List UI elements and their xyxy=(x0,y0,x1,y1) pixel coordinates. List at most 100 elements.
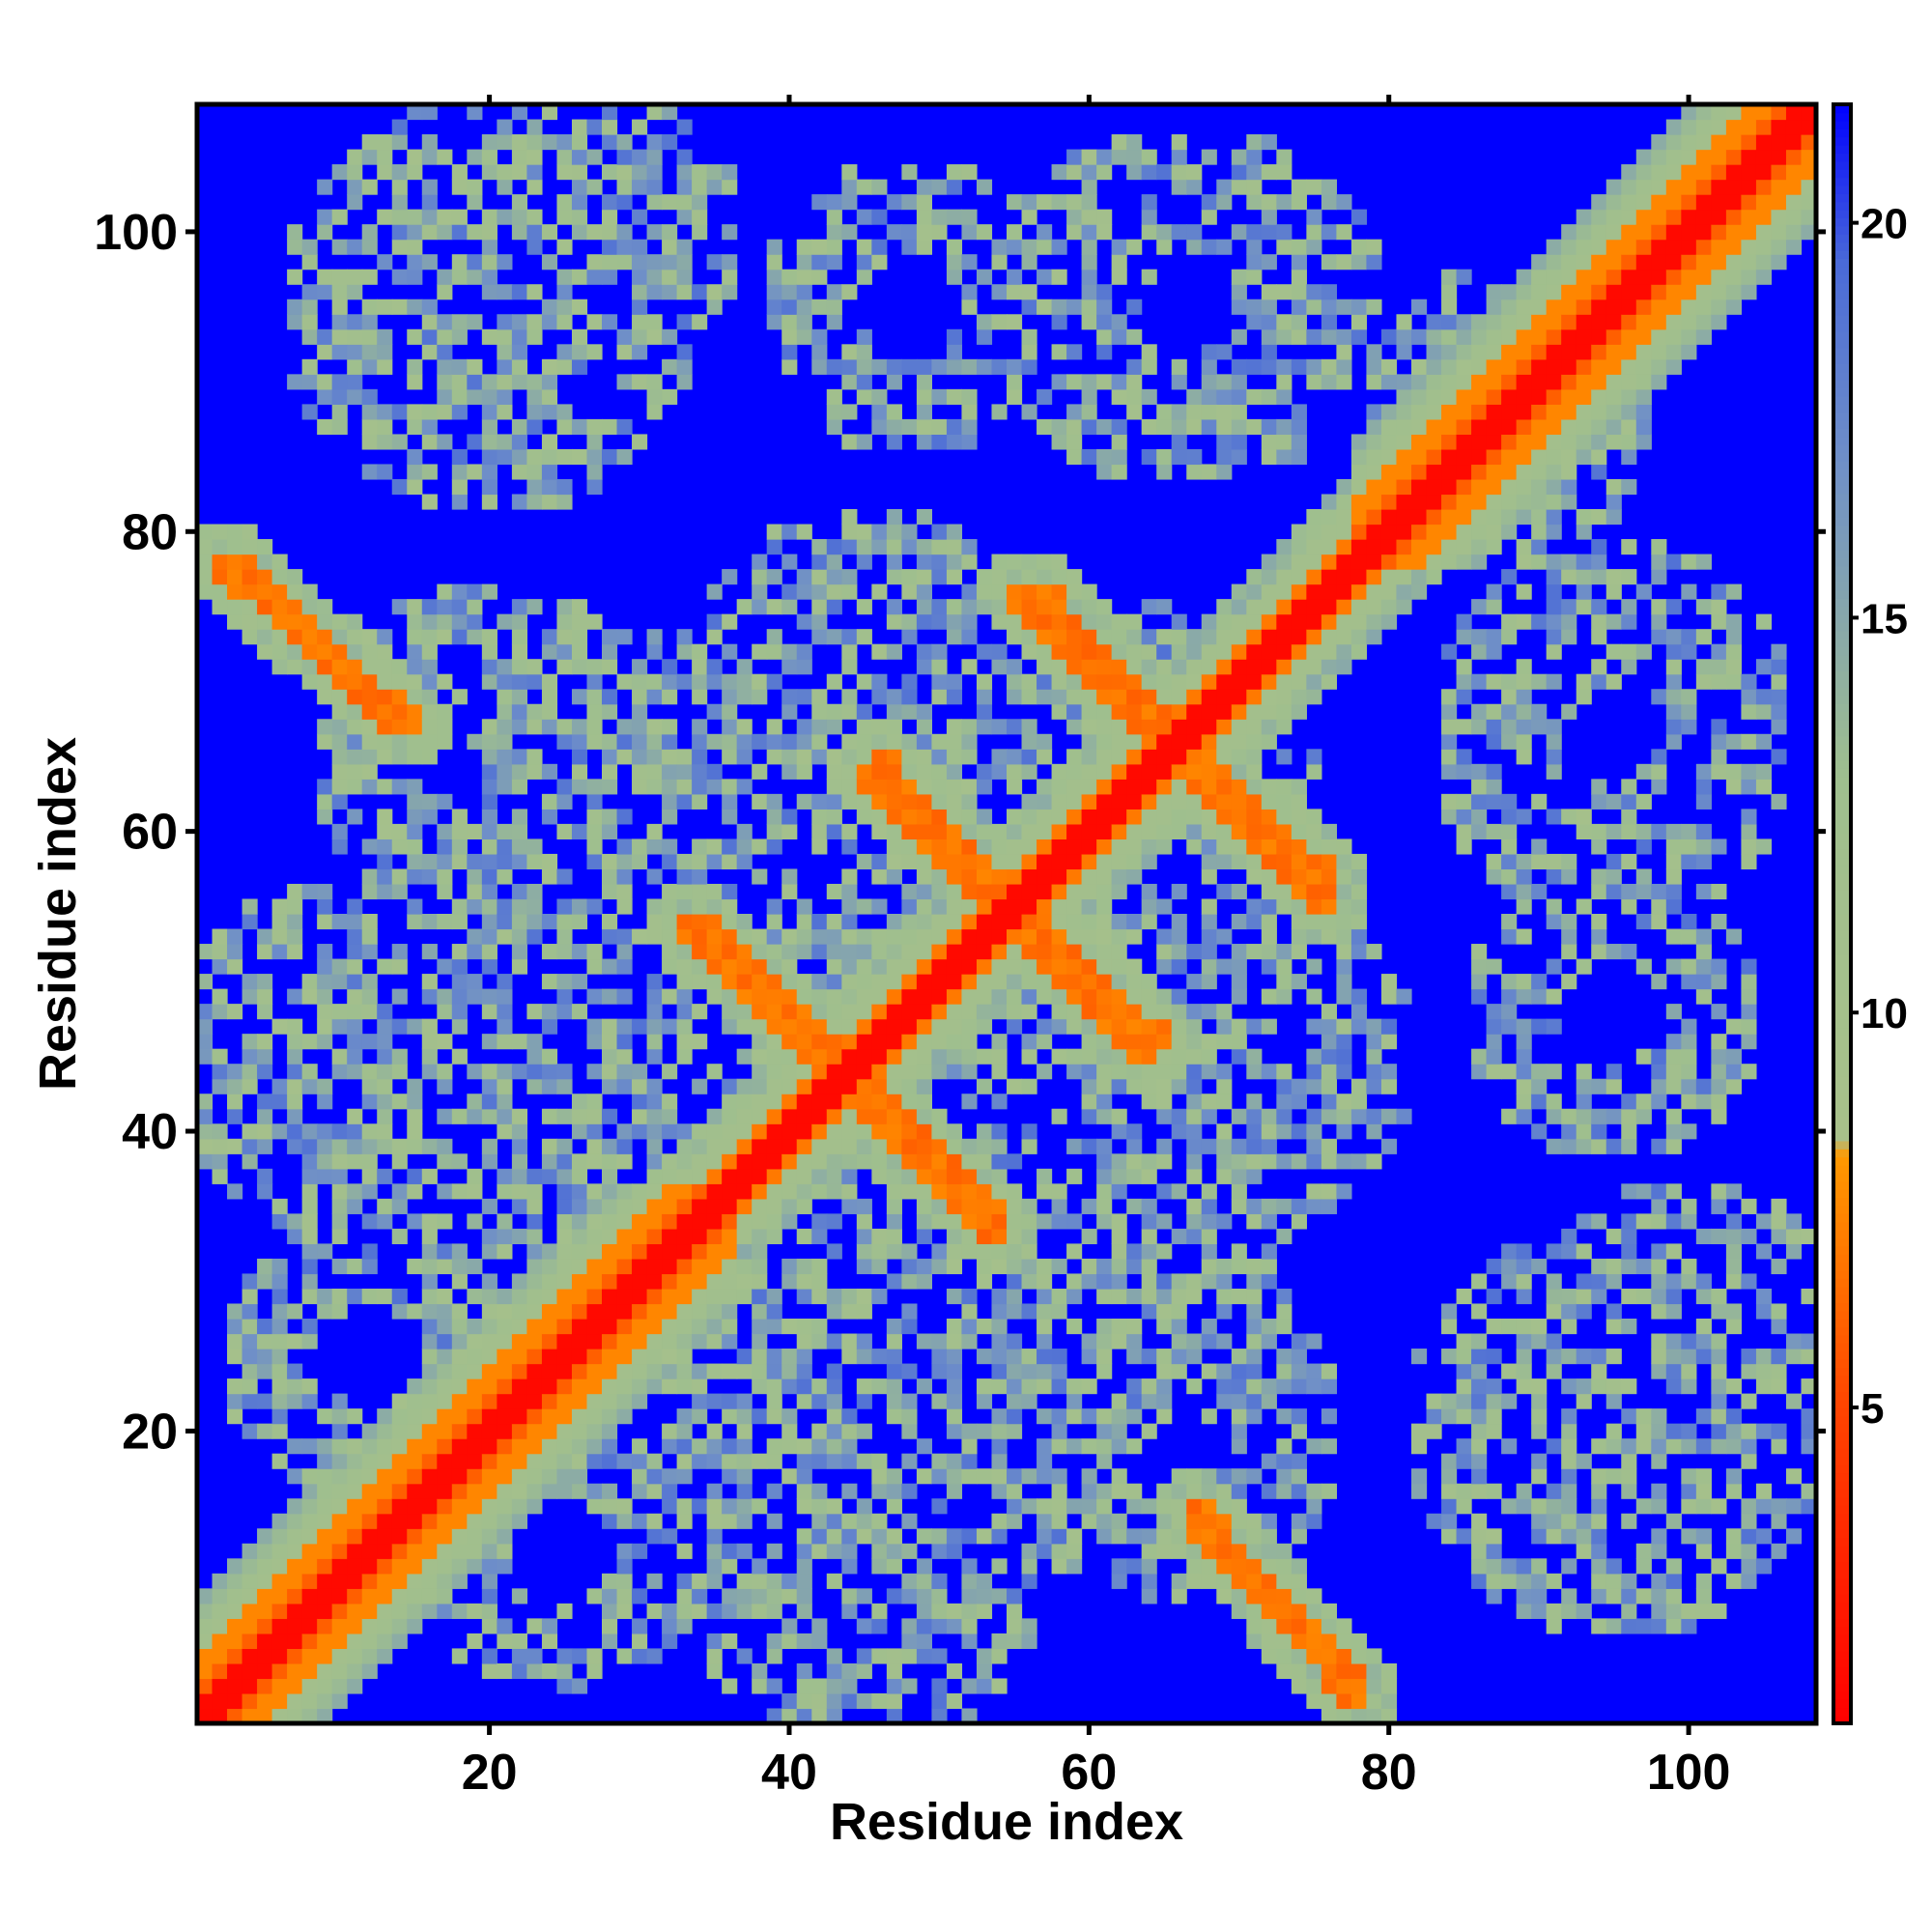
heatmap-cell xyxy=(811,1168,828,1184)
heatmap-cell xyxy=(1411,478,1428,496)
heatmap-cell xyxy=(931,1258,948,1275)
heatmap-cell xyxy=(407,448,423,466)
heatmap-cell xyxy=(616,344,633,360)
heatmap-cell xyxy=(1276,239,1293,255)
heatmap-cell xyxy=(1486,1319,1502,1335)
heatmap-cell xyxy=(242,1273,258,1290)
heatmap-cell xyxy=(541,494,558,510)
heatmap-cell xyxy=(1216,1558,1233,1575)
heatmap-cell xyxy=(391,1573,408,1589)
heatmap-cell xyxy=(1231,779,1247,795)
heatmap-cell xyxy=(931,388,948,405)
heatmap-cell xyxy=(616,1273,633,1290)
heatmap-cell xyxy=(287,1528,303,1545)
heatmap-cell xyxy=(317,898,333,915)
heatmap-cell xyxy=(736,1573,753,1589)
heatmap-cell xyxy=(1350,1708,1368,1724)
heatmap-cell xyxy=(1306,914,1322,930)
heatmap-cell xyxy=(781,1048,798,1065)
heatmap-cell xyxy=(437,1543,453,1559)
heatmap-cell xyxy=(421,868,438,885)
heatmap-cell xyxy=(871,1123,888,1140)
heatmap-cell xyxy=(1156,1393,1173,1409)
heatmap-cell xyxy=(901,898,918,915)
heatmap-cell xyxy=(841,1108,858,1124)
heatmap-cell xyxy=(886,868,902,885)
heatmap-cell xyxy=(1246,298,1263,315)
heatmap-cell xyxy=(511,1588,528,1605)
heatmap-cell xyxy=(916,569,933,585)
heatmap-cell xyxy=(1456,749,1472,765)
heatmap-cell xyxy=(1321,823,1338,840)
heatmap-cell xyxy=(856,779,872,795)
heatmap-cell xyxy=(602,988,618,1005)
heatmap-cell xyxy=(646,404,663,420)
heatmap-cell xyxy=(271,1692,288,1710)
heatmap-cell xyxy=(481,1483,497,1499)
heatmap-cell xyxy=(212,1168,228,1184)
heatmap-cell xyxy=(467,254,483,270)
heatmap-cell xyxy=(1171,958,1187,975)
heatmap-cell xyxy=(871,1468,888,1485)
heatmap-cell xyxy=(916,1123,933,1140)
heatmap-cell xyxy=(437,853,453,870)
heatmap-cell xyxy=(1171,1303,1187,1320)
heatmap-cell xyxy=(511,209,528,225)
heatmap-cell xyxy=(1261,314,1277,330)
heatmap-cell xyxy=(407,1543,423,1559)
heatmap-cell xyxy=(391,1064,408,1080)
heatmap-cell xyxy=(976,1018,993,1035)
heatmap-cell xyxy=(317,1648,333,1664)
heatmap-cell xyxy=(227,1183,243,1200)
heatmap-cell xyxy=(1321,179,1338,195)
heatmap-cell xyxy=(856,809,872,825)
heatmap-cell xyxy=(407,1438,423,1455)
heatmap-cell xyxy=(1261,554,1277,570)
heatmap-cell xyxy=(1186,779,1203,795)
heatmap-cell xyxy=(1171,1588,1187,1605)
heatmap-cell xyxy=(212,569,228,585)
heatmap-cell xyxy=(1126,928,1143,945)
heatmap-cell xyxy=(676,883,693,900)
heatmap-cell xyxy=(886,689,902,705)
heatmap-cell xyxy=(632,149,648,165)
heatmap-cell xyxy=(811,1513,828,1529)
heatmap-cell xyxy=(781,1034,798,1050)
heatmap-cell xyxy=(692,958,708,975)
heatmap-cell xyxy=(556,239,573,255)
heatmap-cell xyxy=(1456,1408,1472,1425)
heatmap-cell xyxy=(467,1108,483,1124)
heatmap-cell xyxy=(1350,898,1368,915)
heatmap-cell xyxy=(706,1363,723,1379)
heatmap-cell xyxy=(1380,1078,1398,1094)
heatmap-cell xyxy=(407,1408,423,1425)
heatmap-cell xyxy=(1261,643,1277,660)
heatmap-cell xyxy=(1021,1349,1037,1365)
heatmap-cell xyxy=(1411,509,1428,526)
heatmap-cell xyxy=(1201,1034,1217,1050)
heatmap-cell xyxy=(242,1288,258,1305)
heatmap-cell xyxy=(1156,988,1173,1005)
heatmap-cell xyxy=(1246,809,1263,825)
heatmap-cell xyxy=(437,1258,453,1275)
heatmap-cell xyxy=(662,1198,678,1214)
heatmap-cell xyxy=(886,719,902,735)
heatmap-cell xyxy=(437,613,453,630)
heatmap-cell xyxy=(541,944,558,960)
heatmap-cell xyxy=(781,358,798,375)
heatmap-cell xyxy=(991,974,1008,990)
heatmap-cell xyxy=(1216,838,1233,855)
heatmap-cell xyxy=(1350,1633,1368,1650)
heatmap-cell xyxy=(826,314,842,330)
heatmap-cell xyxy=(1486,1378,1502,1395)
heatmap-cell xyxy=(1306,1018,1322,1035)
heatmap-cell xyxy=(1186,1333,1203,1350)
heatmap-cell xyxy=(692,719,708,735)
heatmap-cell xyxy=(1171,914,1187,930)
heatmap-cell xyxy=(287,269,303,285)
heatmap-cell xyxy=(1111,434,1127,450)
heatmap-cell xyxy=(257,1543,273,1559)
heatmap-cell xyxy=(1037,944,1053,960)
heatmap-cell xyxy=(706,1213,723,1230)
heatmap-cell xyxy=(526,1349,543,1365)
